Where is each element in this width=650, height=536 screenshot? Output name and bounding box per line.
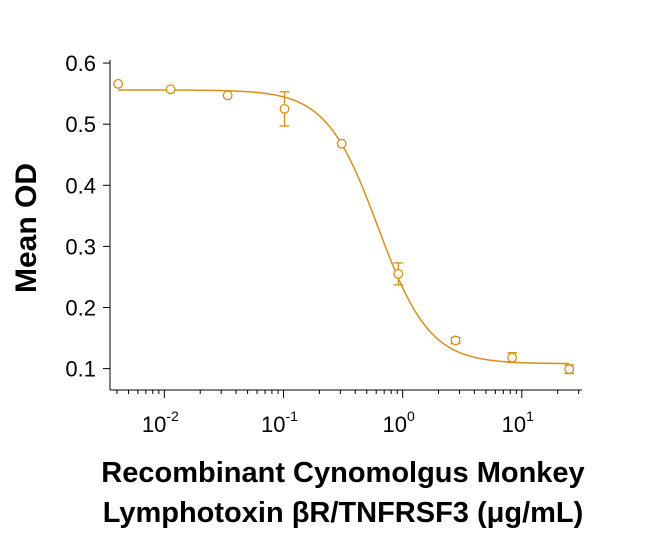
y-tick-label: 0.4 (65, 173, 96, 198)
data-point (113, 78, 124, 89)
x-tick-label: 10-2 (142, 408, 179, 437)
x-axis-label-line-1: Recombinant Cynomolgus Monkey (101, 457, 584, 489)
x-axis-ticks: 10-2 10-1 100 101 (116, 390, 580, 437)
data-point (222, 90, 233, 101)
y-tick-label: 0.1 (65, 357, 96, 382)
data-point (165, 84, 176, 95)
data-point (279, 103, 290, 114)
data-points (113, 78, 575, 375)
y-axis-label: Mean OD (10, 163, 43, 293)
y-tick-label: 0.3 (65, 234, 96, 259)
data-point (564, 364, 575, 375)
y-tick-label: 0.2 (65, 296, 96, 321)
x-tick-label: 100 (383, 408, 415, 437)
x-tick-label: 101 (502, 408, 534, 437)
data-point (393, 268, 404, 279)
data-point (507, 352, 518, 363)
x-tick-label: 10-1 (261, 408, 298, 437)
y-tick-label: 0.6 (65, 51, 96, 76)
data-point (336, 138, 347, 149)
x-axis-label-line-2: Lymphotoxin βR/TNFRSF3 (μg/mL) (103, 497, 584, 529)
fit-curve (118, 89, 570, 365)
y-axis-ticks: 0.1 0.2 0.3 0.4 0.5 0.6 (65, 51, 110, 382)
y-tick-label: 0.5 (65, 112, 96, 137)
data-point (450, 335, 461, 346)
